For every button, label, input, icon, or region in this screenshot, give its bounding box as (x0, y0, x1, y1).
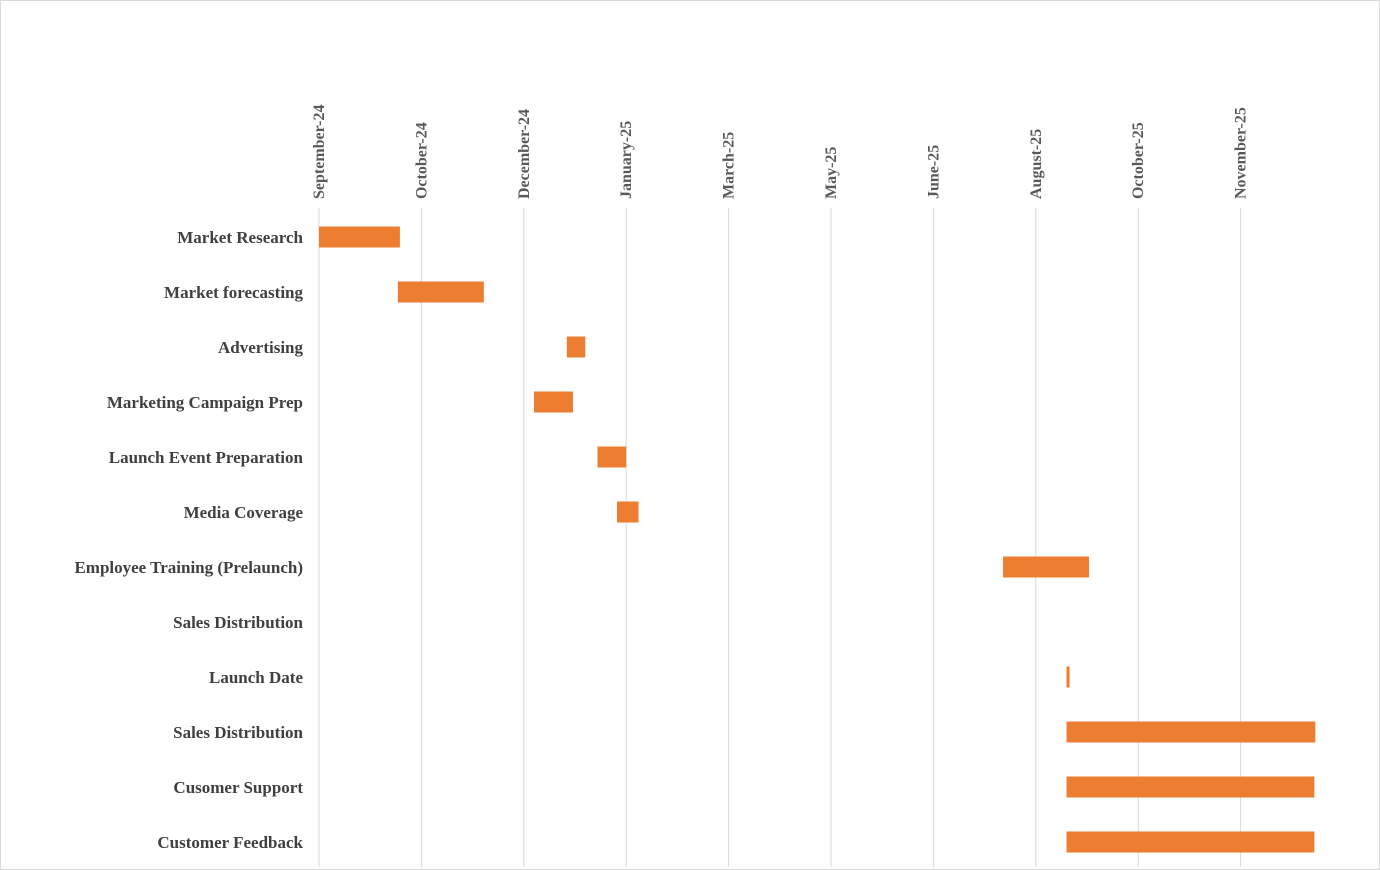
task-bar (1066, 831, 1315, 853)
task-label: Media Coverage (184, 503, 304, 522)
task-bar (319, 226, 400, 248)
task-bar (1066, 776, 1315, 798)
task-bar (1066, 666, 1070, 688)
task-label: Launch Date (209, 668, 303, 687)
grid-lines (318, 208, 1242, 867)
x-tick-label: December-24 (516, 109, 533, 199)
task-bar (1066, 721, 1316, 743)
x-tick-label: October-24 (413, 122, 430, 199)
task-bar (397, 281, 484, 303)
x-axis-ticks: September-24 October-24 December-24 January… (311, 105, 1250, 200)
task-label: Launch Event Preparation (109, 448, 304, 467)
task-labels: Market Research Market forecasting Adverti… (74, 228, 303, 852)
task-label: Market Research (177, 228, 303, 247)
task-label: Market forecasting (164, 283, 303, 302)
x-tick-label: May-25 (823, 147, 840, 199)
task-label: Cusomer Support (173, 778, 303, 797)
x-tick-label: October-25 (1130, 122, 1147, 199)
task-bar (566, 336, 586, 358)
task-label: Sales Distribution (173, 723, 303, 742)
task-label: Advertising (218, 338, 304, 357)
task-bar (616, 501, 639, 523)
task-label: Customer Feedback (157, 833, 303, 852)
task-label: Marketing Campaign Prep (107, 393, 303, 412)
x-tick-label: August-25 (1028, 129, 1045, 199)
task-bars (319, 226, 1316, 853)
task-bar (597, 446, 627, 468)
task-bar (534, 391, 573, 413)
x-tick-label: January-25 (618, 121, 635, 199)
task-label: Employee Training (Prelaunch) (74, 558, 303, 577)
task-bar (1003, 556, 1090, 578)
task-label: Sales Distribution (173, 613, 303, 632)
x-tick-label: June-25 (925, 145, 942, 199)
x-tick-label: November-25 (1233, 107, 1250, 199)
x-tick-label: September-24 (311, 105, 328, 200)
x-tick-label: March-25 (721, 132, 738, 199)
